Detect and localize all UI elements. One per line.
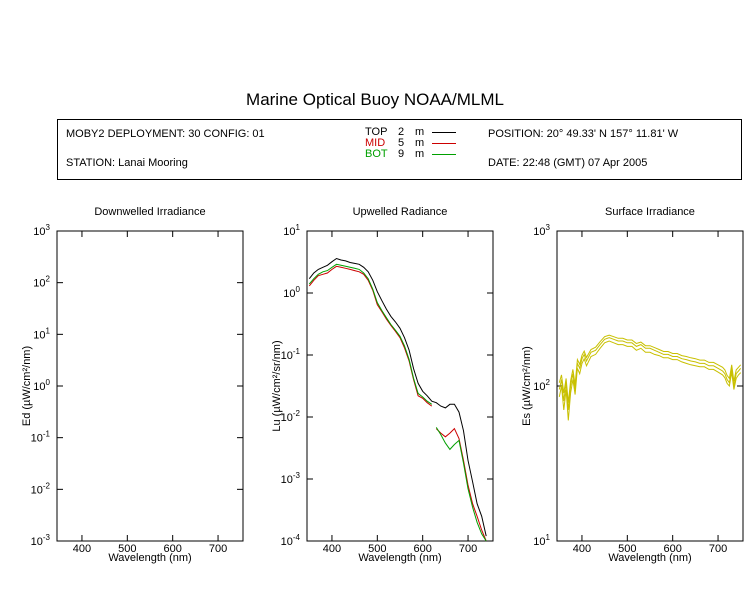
date-text: DATE: 22:48 (GMT) 07 Apr 2005	[488, 157, 648, 169]
plot-title: Upwelled Radiance	[353, 206, 448, 218]
depth-value: 9	[398, 148, 405, 160]
series-line	[558, 337, 742, 411]
depth-name: BOT	[365, 148, 388, 160]
y-tick-label: 10-1	[281, 347, 301, 362]
y-tick-label: 101	[283, 223, 300, 238]
series-line-mid	[308, 265, 433, 407]
series-line-mid	[435, 427, 487, 542]
y-axis-label: Ed (µW/cm²/nm)	[21, 346, 33, 426]
y-tick-label: 10-4	[281, 533, 301, 548]
y-tick-label: 103	[533, 223, 550, 238]
y-tick-label: 103	[33, 223, 50, 238]
x-tick-label: 600	[664, 543, 682, 555]
y-tick-label: 10-2	[31, 481, 51, 496]
series-line-bot	[308, 263, 433, 405]
info-panel	[57, 119, 742, 180]
x-tick-label: 600	[164, 543, 182, 555]
x-tick-label: 500	[118, 543, 136, 555]
depth-line-swatch	[432, 143, 456, 144]
depth-name: MID	[365, 137, 386, 149]
station-text: STATION: Lanai Mooring	[66, 157, 188, 169]
x-tick-label: 400	[573, 543, 591, 555]
y-tick-label: 101	[533, 533, 550, 548]
y-tick-label: 10-3	[31, 533, 51, 548]
y-tick-label: 10-3	[281, 471, 301, 486]
depth-unit: m	[415, 148, 425, 160]
y-tick-label: 102	[533, 378, 550, 393]
plot-title: Surface Irradiance	[605, 206, 695, 218]
depth-value: 5	[398, 137, 405, 149]
depth-name: TOP	[365, 126, 388, 138]
y-tick-label: 10-2	[281, 409, 301, 424]
x-tick-label: 500	[368, 543, 386, 555]
plot-frame	[56, 230, 244, 542]
chart-main-title: Marine Optical Buoy NOAA/MLML	[246, 90, 504, 109]
deployment-text: MOBY2 DEPLOYMENT: 30 CONFIG: 01	[66, 128, 265, 140]
y-tick-label: 100	[283, 285, 300, 300]
depth-unit: m	[415, 126, 425, 138]
x-tick-label: 700	[709, 543, 727, 555]
plot-frame	[556, 230, 744, 542]
x-tick-label: 700	[459, 543, 477, 555]
depth-value: 2	[398, 126, 405, 138]
y-axis-label: Es (µW/cm²/nm)	[521, 346, 533, 426]
series-line-bot	[435, 427, 487, 542]
x-axis-label: Wavelength (nm)	[608, 552, 691, 564]
depth-line-swatch	[432, 154, 456, 155]
series-line-top	[308, 257, 487, 537]
x-axis-label: Wavelength (nm)	[108, 552, 191, 564]
x-tick-label: 700	[209, 543, 227, 555]
y-tick-label: 102	[33, 275, 50, 290]
x-tick-label: 600	[414, 543, 432, 555]
plot-frame	[306, 230, 494, 542]
y-tick-label: 100	[33, 378, 50, 393]
x-tick-label: 500	[618, 543, 636, 555]
y-tick-label: 10-1	[31, 430, 51, 445]
x-tick-label: 400	[323, 543, 341, 555]
x-axis-label: Wavelength (nm)	[358, 552, 441, 564]
y-tick-label: 101	[33, 326, 50, 341]
x-tick-label: 400	[73, 543, 91, 555]
y-axis-label: Lu (µW/cm²/sr/nm)	[271, 340, 283, 431]
position-text: POSITION: 20° 49.33' N 157° 11.81' W	[488, 128, 679, 140]
series-line	[558, 340, 742, 421]
depth-unit: m	[415, 137, 425, 149]
plot-title: Downwelled Irradiance	[94, 206, 205, 218]
depth-line-swatch	[432, 132, 456, 133]
series-line	[558, 334, 742, 403]
